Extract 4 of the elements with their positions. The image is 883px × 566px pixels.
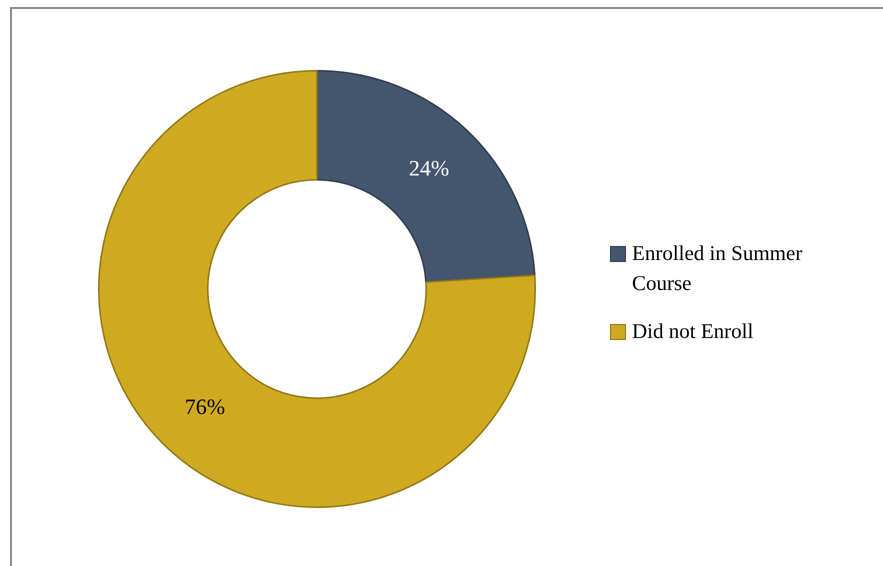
legend-label: Did not Enroll [632,318,754,345]
data-label: 24% [408,155,450,180]
data-label: 76% [184,394,226,420]
legend-label: Enrolled in Summer Course [632,240,804,297]
